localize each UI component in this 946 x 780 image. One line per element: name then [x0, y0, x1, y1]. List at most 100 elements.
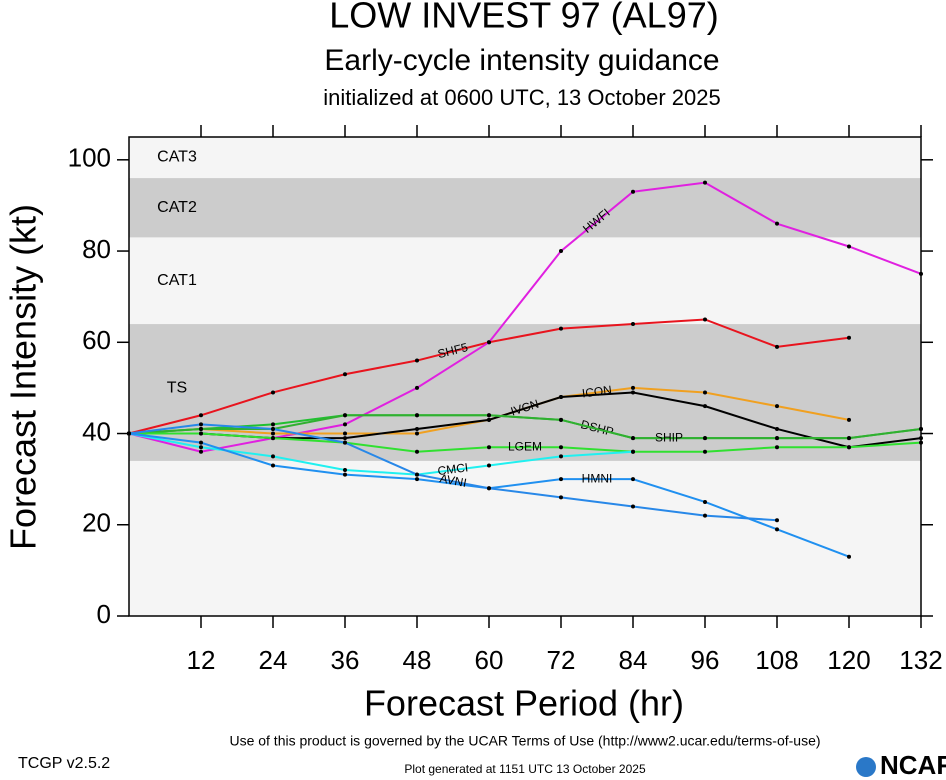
point [415, 385, 419, 390]
y-tick-label: 60 [82, 325, 111, 355]
series-line [128, 423, 778, 522]
point [703, 499, 707, 504]
init-line: initialized at 0600 UTC, 13 October 2025 [323, 85, 720, 110]
point [487, 413, 491, 418]
point [631, 385, 635, 390]
terms: Use of this product is governed by the U… [229, 733, 820, 749]
point [559, 477, 563, 482]
point [631, 477, 635, 482]
point [559, 445, 563, 450]
point [847, 436, 851, 441]
point [199, 426, 203, 431]
point [271, 454, 275, 459]
point [703, 390, 707, 395]
x-tick-label: 36 [331, 645, 360, 675]
point [487, 445, 491, 450]
point [847, 417, 851, 422]
point [415, 477, 419, 482]
point [415, 449, 419, 454]
point [487, 340, 491, 345]
x-tick-label: 24 [259, 645, 288, 675]
point [631, 322, 635, 327]
point [343, 472, 347, 477]
band [129, 237, 921, 325]
point [415, 426, 419, 431]
band-label: CAT3 [157, 149, 197, 166]
point [775, 527, 779, 532]
chart-title: LOW INVEST 97 (AL97) [329, 0, 718, 36]
point [631, 189, 635, 194]
point [199, 431, 203, 436]
point [775, 221, 779, 226]
point [703, 180, 707, 185]
point [343, 436, 347, 441]
point [559, 495, 563, 500]
series-label: LGEM [508, 439, 542, 453]
point [559, 454, 563, 459]
point [775, 344, 779, 349]
band [129, 178, 921, 238]
point [415, 472, 419, 477]
point [847, 445, 851, 450]
x-tick-label: 72 [547, 645, 576, 675]
point [199, 449, 203, 454]
point [343, 372, 347, 377]
series-line [128, 181, 922, 453]
band-label: CAT2 [157, 199, 197, 216]
point [919, 440, 923, 445]
point [271, 436, 275, 441]
point [271, 422, 275, 427]
series-label: AVNI [439, 471, 468, 490]
point [559, 395, 563, 400]
series-label: SHIP [655, 430, 683, 444]
point [703, 317, 707, 322]
point [487, 486, 491, 491]
point [271, 426, 275, 431]
point [559, 249, 563, 254]
y-tick-label: 20 [82, 508, 111, 538]
point [271, 431, 275, 436]
point [703, 436, 707, 441]
point [703, 404, 707, 409]
generated: Plot generated at 1151 UTC 13 October 20… [404, 762, 646, 776]
point [487, 417, 491, 422]
x-tick-label: 60 [475, 645, 504, 675]
series-label: HMNI [582, 471, 613, 485]
x-axis-label: Forecast Period (hr) [364, 683, 684, 724]
point [415, 413, 419, 418]
point [199, 413, 203, 418]
point [487, 463, 491, 468]
point [847, 554, 851, 559]
plot-frame [128, 136, 922, 617]
chart-subtitle: Early-cycle intensity guidance [324, 44, 719, 77]
y-tick-label: 40 [82, 416, 111, 446]
series-line [129, 432, 922, 453]
point [775, 436, 779, 441]
x-tick-label: 48 [403, 645, 432, 675]
point [775, 445, 779, 450]
point [847, 244, 851, 249]
point [199, 440, 203, 445]
series-line [128, 432, 634, 476]
logo-mark [856, 757, 876, 777]
point [703, 513, 707, 518]
x-tick-label: 96 [691, 645, 720, 675]
point [343, 440, 347, 445]
point [775, 426, 779, 431]
x-tick-label: 84 [619, 645, 648, 675]
point [559, 326, 563, 331]
point [919, 271, 923, 276]
point [199, 422, 203, 427]
point [775, 404, 779, 409]
band-label: TS [167, 380, 187, 397]
y-tick-label: 100 [68, 143, 111, 173]
point [703, 449, 707, 454]
point [271, 390, 275, 395]
point [631, 504, 635, 509]
point [919, 436, 923, 441]
y-tick-label: 0 [97, 599, 111, 629]
version: TCGP v2.5.2 [18, 755, 110, 772]
logo: NCAR [880, 750, 946, 780]
point [415, 431, 419, 436]
point [559, 417, 563, 422]
